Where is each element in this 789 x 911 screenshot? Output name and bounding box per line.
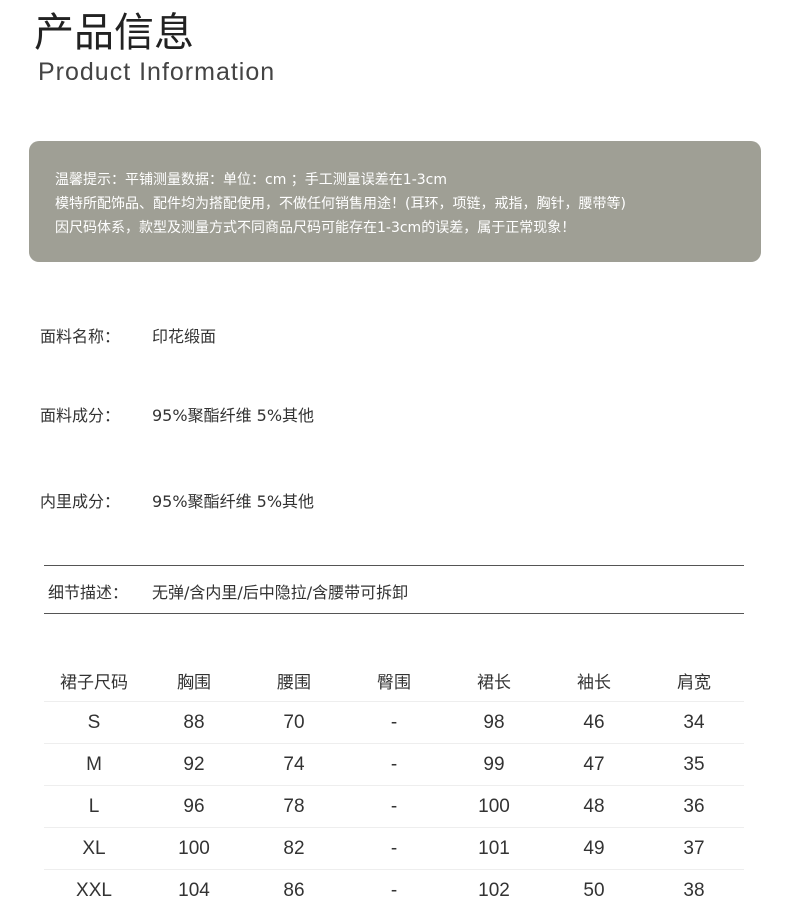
notice-line: 因尺码体系，款型及测量方式不同商品尺码可能存在1-3cm的误差，属于正常现象！ [55,217,575,237]
page-subtitle: Product Information [38,58,275,87]
table-cell: 46 [544,702,644,744]
table-cell: 100 [144,828,244,870]
detail-label: 细节描述： [48,579,128,603]
table-cell: 99 [444,744,544,786]
table-cell: - [344,702,444,744]
table-cell: - [344,744,444,786]
column-header: 腰围 [244,660,344,702]
detail-value: 无弹/含内里/后中隐拉/含腰带可拆卸 [152,579,408,603]
table-cell: - [344,786,444,828]
table-cell: 96 [144,786,244,828]
table-cell: 38 [644,870,744,911]
table-cell: 100 [444,786,544,828]
table-cell: 50 [544,870,644,911]
fabric-name-value: 印花缎面 [152,323,216,347]
column-header: 胸围 [144,660,244,702]
fabric-composition-label: 面料成分： [40,402,120,426]
table-cell: 98 [444,702,544,744]
table-cell: 34 [644,702,744,744]
column-header: 裙子尺码 [44,660,144,702]
table-cell: 49 [544,828,644,870]
page-title: 产品信息 [34,0,194,58]
table-cell: L [44,786,144,828]
table-cell: 74 [244,744,344,786]
column-header: 裙长 [444,660,544,702]
table-cell: 104 [144,870,244,911]
column-header: 袖长 [544,660,644,702]
table-header-row: 裙子尺码 胸围 腰围 臀围 裙长 袖长 肩宽 [44,660,744,702]
table-cell: 88 [144,702,244,744]
fabric-name-label: 面料名称： [40,323,120,347]
table-cell: 36 [644,786,744,828]
table-cell: 37 [644,828,744,870]
lining-composition-label: 内里成分： [40,488,120,512]
table-cell: 70 [244,702,344,744]
table-cell: XL [44,828,144,870]
table-cell: 47 [544,744,644,786]
table-cell: 101 [444,828,544,870]
table-cell: 86 [244,870,344,911]
notice-banner: 温馨提示：平铺测量数据：单位：cm ；手工测量误差在1-3cm 模特所配饰品、配… [29,141,761,262]
divider [44,613,744,614]
table-cell: 82 [244,828,344,870]
table-cell: - [344,870,444,911]
column-header: 臀围 [344,660,444,702]
table-cell: XXL [44,870,144,911]
lining-composition-value: 95%聚酯纤维 5%其他 [152,488,314,512]
notice-line: 温馨提示：平铺测量数据：单位：cm ；手工测量误差在1-3cm [55,169,447,189]
notice-line: 模特所配饰品、配件均为搭配使用，不做任何销售用途！(耳环，项链，戒指，胸针，腰带… [55,193,626,213]
table-cell: 92 [144,744,244,786]
table-cell: M [44,744,144,786]
table-cell: S [44,702,144,744]
table-cell: - [344,828,444,870]
divider [44,565,744,566]
fabric-composition-value: 95%聚酯纤维 5%其他 [152,402,314,426]
table-cell: 102 [444,870,544,911]
table-cell: 35 [644,744,744,786]
table-cell: 48 [544,786,644,828]
column-header: 肩宽 [644,660,744,702]
table-cell: 78 [244,786,344,828]
